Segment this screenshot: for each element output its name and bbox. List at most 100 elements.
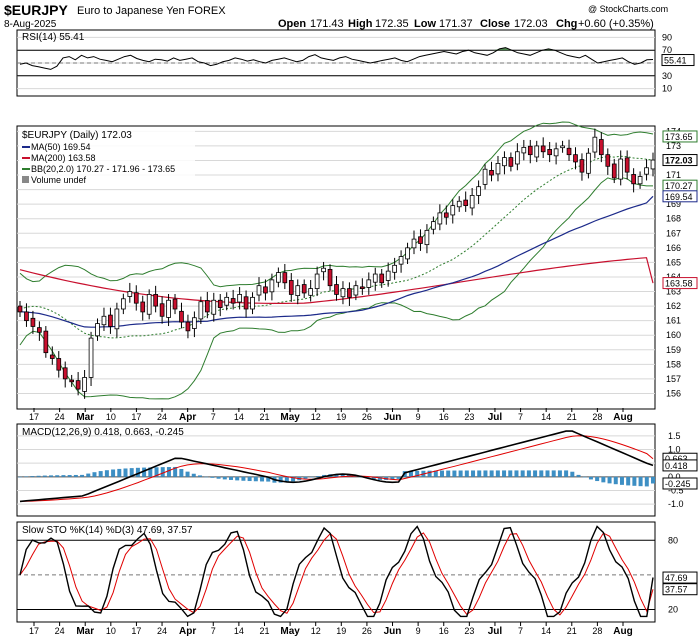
macd-histogram-bar [111, 469, 116, 477]
macd-histogram-bar [396, 476, 401, 479]
candle-body [611, 163, 617, 179]
macd-histogram-bar [291, 476, 296, 482]
x-axis-bottom: 17 24 Mar 10 17 24 Apr 7 14 21 May 12 19 26 Jun 9 16 23 Ju… [29, 622, 633, 637]
high-value: 172.35 [375, 18, 409, 30]
candle-body [82, 377, 87, 392]
chg-label: Chg [556, 18, 577, 30]
candle-body [321, 267, 326, 273]
price-tick-label: 157 [666, 374, 681, 384]
macd-histogram-bar [539, 470, 544, 477]
x-axis-top-label: Apr [179, 412, 196, 423]
macd-histogram-bar [55, 475, 60, 477]
bb-upper-line [19, 121, 654, 288]
chart-date: 8-Aug-2025 [4, 19, 57, 30]
macd-histogram-bar [371, 476, 376, 480]
macd-histogram-bar [514, 470, 519, 477]
price-value-tag-label: 172.03 [665, 156, 693, 166]
bb-lower-line [19, 176, 653, 400]
macd-histogram-bar [520, 470, 525, 477]
macd-histogram-bar [104, 470, 109, 477]
candle-body [592, 136, 598, 153]
macd-histogram-bar [229, 476, 233, 480]
rsi-line [19, 47, 654, 70]
macd-histogram-bar [651, 476, 655, 484]
macd-histogram-bar [502, 470, 507, 477]
x-axis-top-label: Mar [76, 412, 94, 423]
candle-body [30, 317, 36, 327]
price-value-tag [662, 277, 698, 290]
candle-body [224, 296, 230, 306]
volume-legend: Volume undef [31, 175, 87, 185]
macd-histogram-bar [160, 467, 165, 477]
candle-body [476, 186, 481, 196]
price-tick-label: 164 [666, 272, 681, 282]
macd-tick-label: 0.0 [668, 472, 681, 482]
macd-histogram-bar [204, 476, 209, 478]
price-tick-label: 167 [666, 228, 681, 238]
candle-body [282, 272, 288, 284]
candle-body [263, 286, 268, 294]
price-tick-label: 169 [666, 199, 681, 209]
bb-legend: BB(20,2.0) 170.27 - 171.96 - 173.65 [31, 164, 175, 174]
candle-body [95, 323, 100, 337]
macd-histogram-bar [179, 468, 184, 477]
candle-body [598, 139, 604, 156]
macd-histogram-bar [42, 475, 47, 477]
candle-body [624, 157, 630, 173]
macd-histogram-bar [471, 470, 476, 477]
macd-histogram-bar [415, 470, 420, 477]
sto-d-line [19, 532, 654, 616]
candle-body [217, 299, 223, 308]
x-axis-bottom-label: Aug [613, 626, 632, 637]
macd-histogram-bar [278, 476, 283, 483]
candle-body [198, 301, 204, 320]
price-tick-label: 159 [666, 345, 681, 355]
candle-body [431, 221, 436, 230]
x-axis-bottom-label: 16 [439, 626, 449, 636]
macd-tick-label: -0.5 [668, 485, 684, 495]
candle-body [192, 317, 197, 329]
macd-histogram-bar [433, 470, 438, 477]
price-value-tag [662, 154, 698, 167]
macd-histogram-bar [173, 466, 178, 477]
x-axis-top-label: 17 [131, 412, 141, 422]
x-axis-top-label: 21 [567, 412, 577, 422]
macd-histogram-bar [197, 475, 202, 477]
candle-body [17, 305, 23, 313]
macd-histogram-bar [446, 470, 451, 477]
candle-body [340, 288, 346, 298]
candle-body [534, 145, 540, 158]
rsi-value-tag-label: 55.41 [664, 56, 687, 66]
sto-value-tag-label: 37.57 [665, 585, 688, 595]
x-axis-top-label: 14 [541, 412, 551, 422]
macd-value-tag-label: 0.418 [665, 461, 688, 471]
macd-histogram-bar [408, 470, 413, 477]
candle-body [521, 146, 527, 154]
macd-histogram-bar [49, 475, 54, 477]
macd-tick-label: -1.0 [668, 499, 684, 509]
candle-body [153, 294, 158, 307]
macd-title: MACD(12,26,9) 0.418, 0.663, -0.245 [22, 427, 184, 438]
candle-body [49, 354, 55, 359]
x-axis-top-label: 24 [55, 412, 65, 422]
candle-body [37, 327, 42, 333]
candle-body [463, 199, 469, 207]
candle-body [437, 212, 443, 225]
ma50-line [19, 195, 654, 328]
macd-value-tag-label: -0.245 [665, 479, 691, 489]
candle-body [121, 298, 126, 310]
macd-histogram-bar [390, 476, 395, 480]
low-label: Low [414, 18, 436, 30]
x-axis-top-label: Aug [613, 412, 632, 423]
candle-body [353, 285, 359, 296]
symbol-title: $EURJPY [4, 2, 68, 18]
rsi-tick-label: 30 [662, 71, 672, 81]
candle-body [424, 229, 430, 246]
macd-histogram-bar [309, 476, 314, 478]
rsi-value-tag [661, 54, 695, 67]
macd-histogram-bar [36, 475, 41, 477]
candle-body [456, 200, 462, 208]
macd-histogram-bar [477, 470, 482, 477]
